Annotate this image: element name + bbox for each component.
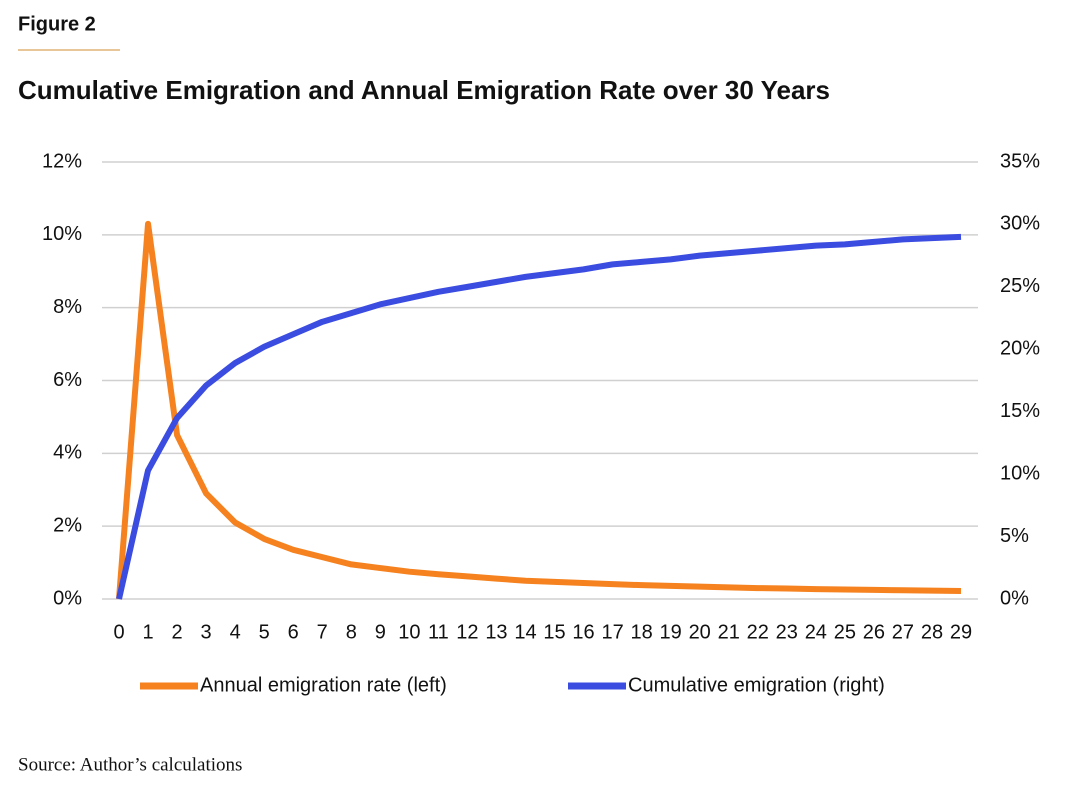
y2-tick-label: 20% [1000,338,1040,360]
x-tick-label: 22 [747,621,769,643]
x-tick-label: 10 [398,621,420,643]
x-tick-label: 12 [456,621,478,643]
y-tick-label: 10% [42,223,82,245]
x-tick-label: 29 [950,621,972,643]
x-tick-label: 9 [375,621,386,643]
y2-tick-label: 10% [1000,462,1040,484]
y2-tick-label: 25% [1000,275,1040,297]
x-tick-label: 8 [346,621,357,643]
y-tick-label: 12% [42,150,82,172]
y-tick-label: 8% [53,296,82,318]
y2-tick-label: 35% [1000,150,1040,172]
series-line [116,233,962,600]
x-tick-label: 6 [288,621,299,643]
y-tick-label: 0% [53,587,82,609]
y2-tick-label: 30% [1000,213,1040,235]
y2-tick-label: 0% [1000,587,1029,609]
x-tick-label: 27 [892,621,914,643]
x-tick-label: 11 [428,621,449,643]
y-tick-label: 2% [53,514,82,536]
x-tick-label: 15 [543,621,565,643]
y2-tick-label: 5% [1000,525,1029,547]
y2-tick-label: 15% [1000,400,1040,422]
x-tick-label: 17 [601,621,623,643]
y-tick-label: 4% [53,442,82,464]
x-tick-label: 25 [834,621,856,643]
x-tick-label: 3 [201,621,212,643]
x-tick-label: 20 [689,621,711,643]
x-tick-label: 16 [572,621,594,643]
x-tick-label: 4 [230,621,241,643]
x-tick-label: 28 [921,621,943,643]
x-tick-label: 21 [718,621,740,643]
x-tick-label: 19 [660,621,682,643]
x-tick-label: 7 [317,621,328,643]
series-line [116,220,962,600]
source-note: Source: Author’s calculations [18,754,242,775]
legend-label: Annual emigration rate (left) [200,674,447,696]
x-tick-label: 1 [142,621,153,643]
legend-label: Cumulative emigration (right) [628,674,885,696]
y-tick-label: 6% [53,369,82,391]
x-tick-label: 18 [630,621,652,643]
figure-label: Figure 2 [18,13,96,35]
x-tick-label: 5 [259,621,270,643]
chart-title: Cumulative Emigration and Annual Emigrat… [18,75,830,105]
x-tick-label: 0 [113,621,124,643]
x-tick-label: 13 [485,621,507,643]
x-tick-label: 23 [776,621,798,643]
x-tick-label: 24 [805,621,827,643]
x-tick-label: 26 [863,621,885,643]
x-tick-label: 2 [172,621,183,643]
x-tick-label: 14 [514,621,536,643]
